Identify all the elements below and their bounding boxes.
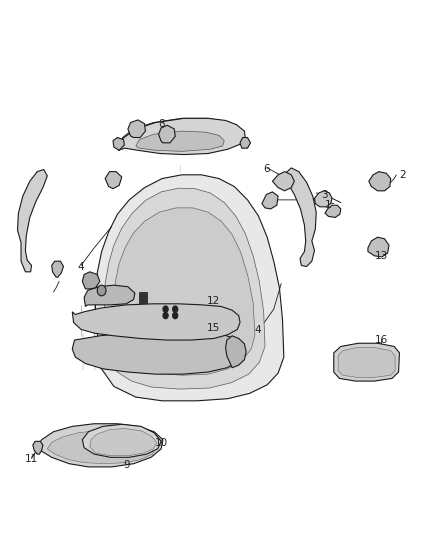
Polygon shape	[113, 138, 124, 150]
Polygon shape	[52, 261, 64, 277]
Text: 10: 10	[155, 439, 168, 448]
Text: 16: 16	[375, 335, 389, 345]
Text: 8: 8	[158, 119, 165, 128]
Text: 1: 1	[325, 200, 332, 210]
Polygon shape	[128, 120, 145, 138]
Text: 2: 2	[399, 170, 406, 180]
Circle shape	[163, 312, 168, 319]
Text: 9: 9	[124, 460, 131, 470]
Circle shape	[97, 285, 106, 296]
Circle shape	[173, 312, 178, 319]
Polygon shape	[338, 348, 395, 377]
Polygon shape	[325, 205, 341, 217]
Text: 3: 3	[321, 190, 328, 199]
Text: 13: 13	[375, 251, 389, 261]
Polygon shape	[240, 138, 251, 148]
Text: 12: 12	[207, 296, 220, 306]
Polygon shape	[286, 168, 316, 266]
Polygon shape	[72, 332, 242, 374]
Polygon shape	[314, 191, 332, 207]
Polygon shape	[272, 172, 294, 191]
Polygon shape	[369, 172, 391, 191]
Polygon shape	[82, 424, 161, 457]
FancyBboxPatch shape	[139, 292, 147, 303]
Polygon shape	[47, 431, 155, 464]
Polygon shape	[36, 424, 163, 467]
Polygon shape	[114, 208, 255, 375]
Polygon shape	[84, 285, 135, 306]
Polygon shape	[72, 304, 240, 340]
Text: 15: 15	[207, 323, 220, 333]
Polygon shape	[95, 175, 284, 401]
Polygon shape	[226, 336, 246, 368]
Polygon shape	[18, 169, 47, 272]
Circle shape	[163, 306, 168, 312]
Polygon shape	[33, 441, 43, 454]
Text: 11: 11	[25, 455, 38, 464]
Polygon shape	[334, 343, 399, 381]
Polygon shape	[159, 125, 175, 143]
Polygon shape	[90, 429, 157, 456]
Polygon shape	[118, 118, 245, 155]
Text: 6: 6	[263, 165, 270, 174]
Polygon shape	[136, 131, 224, 151]
Text: 4: 4	[254, 326, 261, 335]
Text: 4: 4	[78, 262, 85, 271]
Polygon shape	[368, 237, 389, 257]
Polygon shape	[82, 272, 100, 289]
Polygon shape	[105, 172, 122, 189]
Polygon shape	[262, 192, 278, 209]
Circle shape	[173, 306, 178, 312]
Polygon shape	[104, 188, 265, 389]
